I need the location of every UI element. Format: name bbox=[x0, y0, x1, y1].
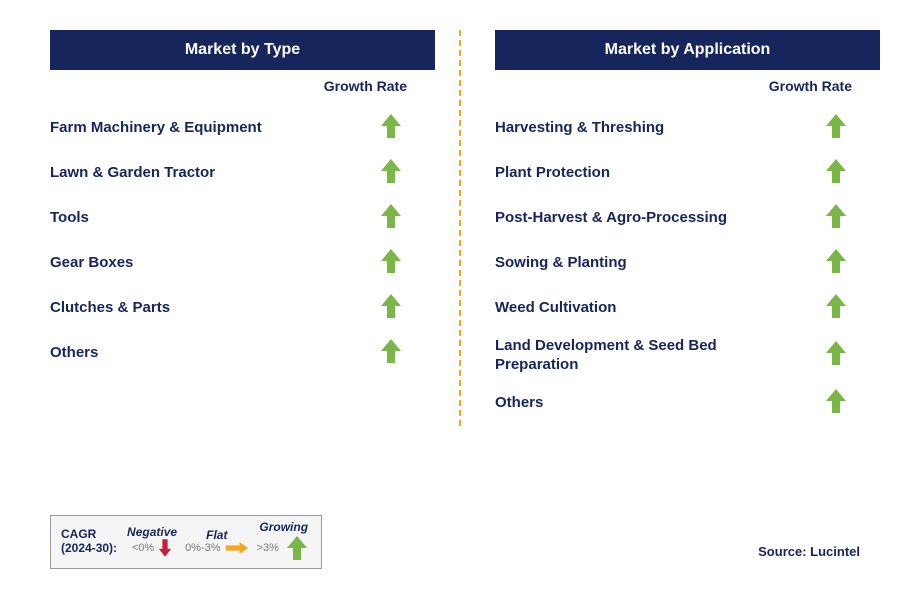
arrow-up-icon bbox=[822, 202, 850, 230]
category-label: Harvesting & Threshing bbox=[495, 119, 664, 138]
legend-caption-line2: (2024-30): bbox=[61, 541, 117, 555]
legend-caption-line1: CAGR bbox=[61, 527, 96, 541]
arrow-up-icon bbox=[822, 292, 850, 320]
growth-indicator bbox=[822, 247, 850, 280]
growth-indicator bbox=[377, 247, 405, 280]
growth-indicator bbox=[822, 387, 850, 420]
category-label: Land Development & Seed Bed Preparation bbox=[495, 337, 765, 375]
growth-indicator bbox=[377, 157, 405, 190]
legend-item-sub: <0% bbox=[132, 542, 154, 554]
arrow-up-icon bbox=[822, 339, 850, 367]
arrow-right-icon bbox=[225, 542, 249, 554]
legend-items: Negative <0% Flat0%-3% Growing >3% bbox=[127, 520, 311, 562]
arrow-up-icon bbox=[822, 157, 850, 185]
category-row: Weed Cultivation bbox=[495, 286, 880, 331]
growth-indicator bbox=[822, 202, 850, 235]
legend-item-sub: 0%-3% bbox=[185, 542, 220, 554]
legend-box: CAGR (2024-30): Negative <0% Flat0%-3% Grow… bbox=[50, 515, 322, 569]
category-row: Clutches & Parts bbox=[50, 286, 435, 331]
category-row: Harvesting & Threshing bbox=[495, 106, 880, 151]
arrow-up-icon bbox=[377, 247, 405, 275]
growth-indicator bbox=[377, 202, 405, 235]
left-panel: Market by Type Growth Rate Farm Machiner… bbox=[50, 30, 465, 426]
legend-caption: CAGR (2024-30): bbox=[61, 527, 117, 556]
infographic-container: Market by Type Growth Rate Farm Machiner… bbox=[0, 0, 920, 456]
arrow-up-icon bbox=[377, 157, 405, 185]
category-label: Others bbox=[495, 394, 543, 413]
category-label: Clutches & Parts bbox=[50, 299, 170, 318]
category-row: Farm Machinery & Equipment bbox=[50, 106, 435, 151]
category-row: Gear Boxes bbox=[50, 241, 435, 286]
category-label: Plant Protection bbox=[495, 164, 610, 183]
category-label: Sowing & Planting bbox=[495, 254, 627, 273]
growth-indicator bbox=[822, 157, 850, 190]
growth-indicator bbox=[377, 292, 405, 325]
right-panel-title: Market by Application bbox=[495, 30, 880, 70]
legend-item-title: Negative bbox=[127, 525, 177, 539]
legend-item-title: Growing bbox=[259, 520, 308, 534]
vertical-divider bbox=[459, 30, 461, 426]
legend-item-body: <0% bbox=[132, 539, 172, 557]
right-panel: Market by Application Growth Rate Harves… bbox=[465, 30, 880, 426]
category-row: Land Development & Seed Bed Preparation bbox=[495, 331, 880, 381]
arrow-up-icon bbox=[377, 112, 405, 140]
left-rows: Farm Machinery & Equipment Lawn & Garden … bbox=[50, 106, 435, 376]
category-label: Others bbox=[50, 344, 98, 363]
growth-indicator bbox=[377, 337, 405, 370]
legend-item-body: >3% bbox=[257, 534, 311, 562]
growth-indicator bbox=[822, 112, 850, 145]
arrow-up-icon bbox=[377, 202, 405, 230]
growth-indicator bbox=[822, 292, 850, 325]
arrow-up-icon bbox=[822, 247, 850, 275]
source-label: Source: Lucintel bbox=[758, 544, 860, 559]
right-rows: Harvesting & Threshing Plant Protection Po… bbox=[495, 106, 880, 426]
category-label: Gear Boxes bbox=[50, 254, 133, 273]
category-row: Others bbox=[495, 381, 880, 426]
arrow-down-icon bbox=[158, 539, 172, 557]
arrow-up-icon bbox=[377, 337, 405, 365]
left-growth-header: Growth Rate bbox=[50, 78, 435, 94]
right-growth-header: Growth Rate bbox=[495, 78, 880, 94]
arrow-up-icon bbox=[822, 387, 850, 415]
category-label: Farm Machinery & Equipment bbox=[50, 119, 262, 138]
category-label: Post-Harvest & Agro-Processing bbox=[495, 209, 727, 228]
category-label: Lawn & Garden Tractor bbox=[50, 164, 215, 183]
legend-item-body: 0%-3% bbox=[185, 542, 248, 554]
arrow-up-icon bbox=[283, 534, 311, 562]
arrow-up-icon bbox=[822, 112, 850, 140]
growth-indicator bbox=[377, 112, 405, 145]
category-row: Plant Protection bbox=[495, 151, 880, 196]
category-label: Tools bbox=[50, 209, 89, 228]
legend-item: Growing >3% bbox=[257, 520, 311, 562]
category-row: Post-Harvest & Agro-Processing bbox=[495, 196, 880, 241]
category-row: Lawn & Garden Tractor bbox=[50, 151, 435, 196]
category-row: Others bbox=[50, 331, 435, 376]
legend-item: Flat0%-3% bbox=[185, 528, 248, 554]
left-panel-title: Market by Type bbox=[50, 30, 435, 70]
legend-item-title: Flat bbox=[206, 528, 227, 542]
legend-item: Negative <0% bbox=[127, 525, 177, 557]
legend-item-sub: >3% bbox=[257, 542, 279, 554]
category-label: Weed Cultivation bbox=[495, 299, 616, 318]
category-row: Sowing & Planting bbox=[495, 241, 880, 286]
category-row: Tools bbox=[50, 196, 435, 241]
arrow-up-icon bbox=[377, 292, 405, 320]
growth-indicator bbox=[822, 339, 850, 372]
